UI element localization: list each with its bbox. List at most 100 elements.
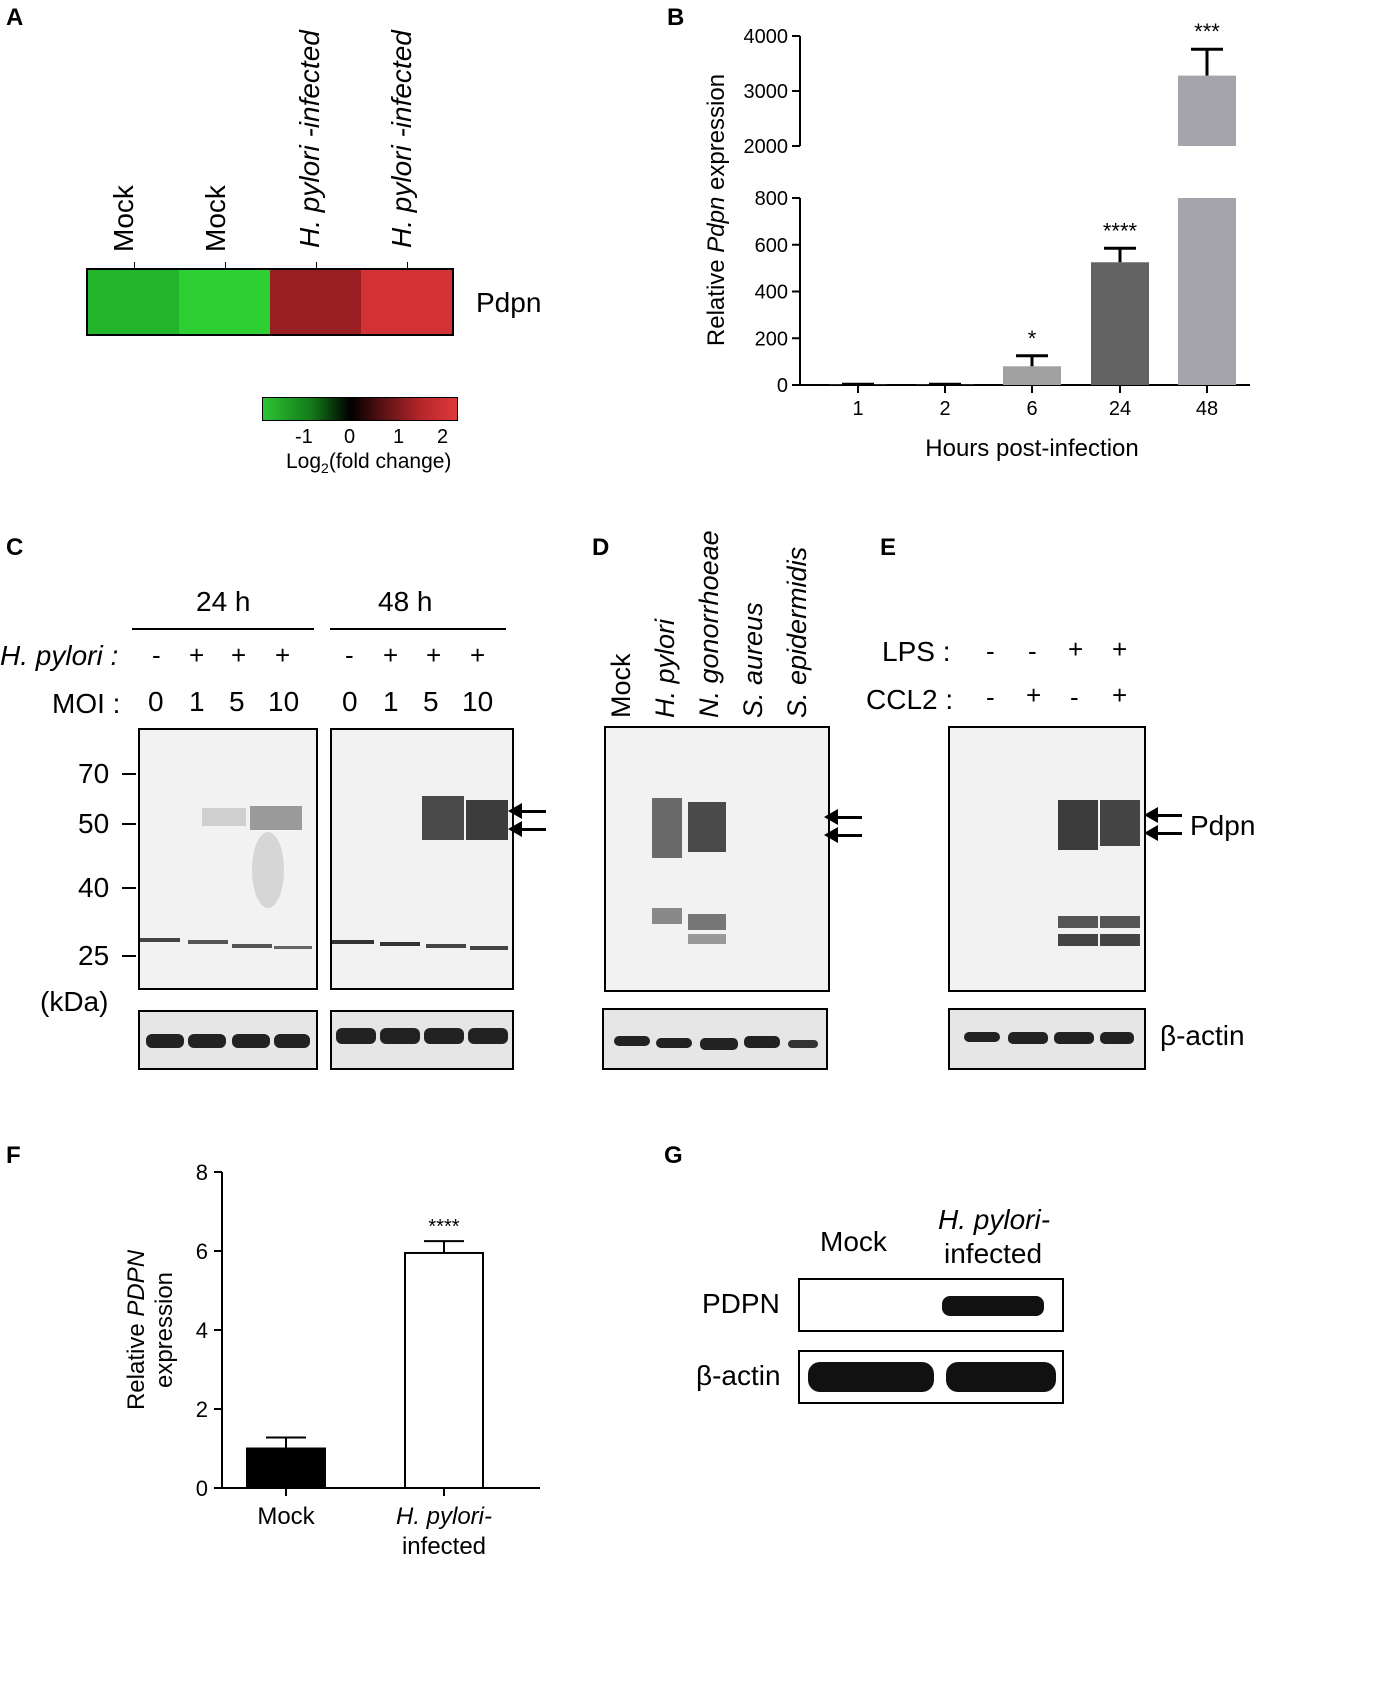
sign: +	[1112, 680, 1128, 710]
y-axis-title: Relative PDPN	[123, 1249, 150, 1410]
western-blot-24h	[138, 728, 318, 990]
loading-control-blot	[948, 1008, 1146, 1070]
sign: -	[1070, 682, 1079, 712]
lane-label: S. aureus	[738, 602, 768, 718]
y-tick-label: 0	[777, 375, 788, 397]
time-label: 48 h	[378, 586, 433, 617]
y-tick-label: 400	[755, 282, 788, 304]
mw-tick	[122, 823, 136, 825]
bar	[246, 1447, 326, 1489]
lane-label: N. gonorrhoeae	[694, 530, 724, 718]
moi-value: 0	[342, 686, 358, 717]
y-tick-label: 6	[196, 1239, 208, 1264]
sign: +	[426, 640, 442, 670]
x-tick-label: 6	[1026, 398, 1037, 420]
sign: +	[1068, 634, 1084, 664]
heatmap-tick	[407, 262, 408, 268]
heatmap-column-label: Mock	[108, 185, 139, 252]
colorbar-tick: 0	[344, 426, 356, 448]
x-tick-label: 24	[1109, 398, 1131, 420]
bar	[1091, 262, 1149, 385]
arrow-icon	[1144, 807, 1182, 823]
y-tick-label: 3000	[744, 81, 789, 103]
lane-label: H. pylori-	[938, 1204, 1051, 1235]
y-tick-label: 8	[196, 1160, 208, 1185]
x-tick-label: infected	[402, 1533, 486, 1560]
y-tick-label: 4000	[744, 26, 789, 48]
moi-value: 1	[383, 686, 399, 717]
sign: -	[986, 636, 995, 666]
chart-b: 0 200 400 600 800 2000 3000 4000 1 2 * 6 **** 24 *** 48…	[703, 19, 1250, 462]
significance-label: ****	[428, 1216, 459, 1238]
actin-label: β-actin	[1160, 1020, 1245, 1051]
heatmap-tick	[316, 262, 317, 268]
sign: +	[275, 640, 291, 670]
panel-d-label: D	[592, 534, 610, 561]
mw-unit: (kDa)	[40, 986, 109, 1017]
colorbar-label: Log2(fold change)	[286, 450, 452, 477]
y-tick-label: 0	[196, 1476, 208, 1501]
heatmap-cell	[361, 270, 452, 334]
western-blot-g-actin	[798, 1350, 1064, 1404]
heatmap-cell	[179, 270, 270, 334]
lane-label: H. pylori	[650, 618, 680, 718]
colorbar-tick: 1	[393, 426, 405, 448]
arrow-icon	[508, 803, 546, 819]
panel-f-label: F	[6, 1142, 21, 1169]
panel-c-label: C	[6, 534, 24, 561]
significance-label: *	[1028, 326, 1037, 351]
moi-value: 5	[229, 686, 245, 717]
bar	[1178, 198, 1236, 385]
colorbar	[262, 397, 458, 421]
heatmap-row-label: Pdpn	[476, 287, 542, 318]
x-axis-title: Hours post-infection	[925, 435, 1138, 462]
divider	[330, 628, 506, 630]
western-blot-e	[948, 726, 1146, 992]
western-blot-48h	[330, 728, 514, 990]
loading-control-blot	[138, 1010, 318, 1070]
sign: -	[345, 640, 354, 670]
y-tick-label: 200	[755, 328, 788, 350]
y-tick-label: 2	[196, 1397, 208, 1422]
bar	[1178, 75, 1236, 146]
moi-value: 5	[423, 686, 439, 717]
y-axis-title: expression	[151, 1272, 178, 1388]
mw-tick	[122, 887, 136, 889]
mw-marker: 40	[78, 872, 110, 903]
x-tick-label: 1	[852, 398, 863, 420]
sign: +	[189, 640, 205, 670]
loading-control-blot	[330, 1010, 514, 1070]
lane-label: S. epidermidis	[782, 546, 812, 718]
mw-marker: 50	[78, 808, 110, 839]
lps-row-label: LPS :	[882, 636, 951, 667]
moi-value: 1	[189, 686, 205, 717]
arrow-icon	[824, 827, 862, 843]
heatmap-tick	[134, 262, 135, 268]
sign: +	[470, 640, 486, 670]
mw-marker: 70	[78, 758, 110, 789]
significance-label: ***	[1194, 19, 1220, 44]
ccl2-row-label: CCL2 :	[866, 684, 954, 715]
x-tick-label: H. pylori-	[396, 1503, 492, 1530]
lane-label: Mock	[606, 653, 636, 718]
sign: +	[1112, 634, 1128, 664]
lane-label: infected	[944, 1238, 1043, 1269]
significance-label: ****	[1103, 218, 1138, 243]
y-tick-label: 2000	[744, 136, 789, 158]
heatmap-column-label: H. pylori -infected	[294, 30, 325, 248]
sign: +	[231, 640, 247, 670]
mw-tick	[122, 955, 136, 957]
panel-a-label: A	[6, 4, 24, 31]
y-tick-label: 600	[755, 235, 788, 257]
loading-control-blot	[602, 1008, 828, 1070]
y-tick-label: 800	[755, 188, 788, 210]
hpylori-row-label: H. pylori :	[0, 640, 119, 671]
moi-value: 10	[268, 686, 300, 717]
actin-label: β-actin	[696, 1360, 781, 1391]
panel-b-label: B	[667, 4, 685, 31]
mw-tick	[122, 773, 136, 775]
divider	[132, 628, 314, 630]
pdpn-label: PDPN	[702, 1288, 780, 1319]
mw-marker: 25	[78, 940, 110, 971]
sign: -	[986, 682, 995, 712]
